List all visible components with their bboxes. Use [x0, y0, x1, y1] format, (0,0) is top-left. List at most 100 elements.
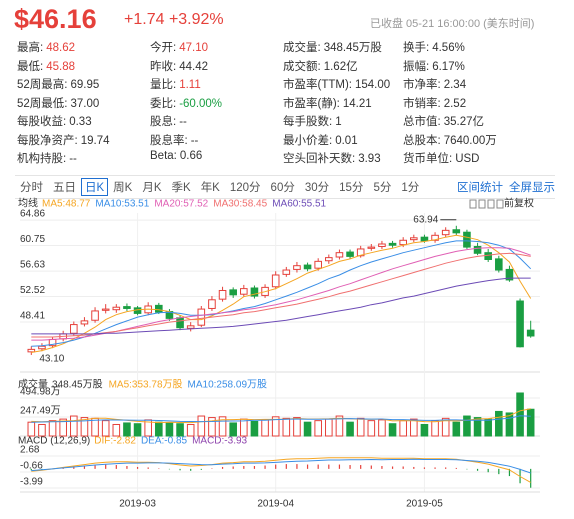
volume-bar: [101, 420, 110, 437]
candle-body: [112, 306, 121, 311]
stat-item: 每股收益: 0.33: [17, 113, 92, 129]
period-tab[interactable]: 30分: [304, 182, 330, 194]
candle-body: [356, 248, 365, 257]
stat-value: 1.62亿: [323, 60, 358, 73]
period-tab[interactable]: 15分: [339, 182, 364, 194]
stat-value: 4.56%: [432, 42, 465, 54]
ma-line: [31, 252, 531, 338]
stat-label: 股息:: [150, 116, 177, 128]
legend-total: 348.45万股: [52, 379, 103, 391]
period-tab[interactable]: 五日: [53, 182, 76, 194]
y-tick-label: 52.52: [20, 285, 45, 296]
period-tab[interactable]: 日K: [81, 178, 109, 196]
y-tick-label: 494.98万: [20, 387, 61, 398]
max-label: 63.94: [413, 214, 438, 225]
stat-value: USD: [455, 153, 480, 165]
candle-body: [473, 245, 482, 254]
candle-body: [176, 317, 184, 329]
stat-item: 空头回补天数: 3.93: [283, 150, 381, 166]
stat-value: 37.00: [70, 97, 100, 110]
volume-bar: [516, 392, 524, 437]
volume-bar: [420, 423, 429, 437]
candle-body: [240, 288, 248, 295]
candle-body: [197, 308, 206, 326]
period-tab[interactable]: 月K: [142, 182, 162, 194]
stat-value: --: [190, 134, 199, 147]
candle-body: [495, 258, 503, 271]
legend-entry: MA5:48.77: [42, 199, 91, 210]
candle-body: [229, 289, 237, 296]
stat-value: 1.11: [179, 79, 201, 91]
legend-title: 均线: [18, 197, 38, 210]
candle-body: [70, 324, 78, 334]
stat-label: 市销率:: [403, 97, 441, 110]
period-tab[interactable]: 分时: [20, 182, 43, 194]
stat-value: 0.33: [69, 116, 92, 128]
stat-value: 2.34: [443, 79, 467, 91]
stat-item: 52周最高: 69.95: [17, 76, 99, 92]
market-status: 已收盘 05-21 16:00:00 (美东时间): [370, 18, 535, 30]
candle-body: [38, 345, 46, 350]
stat-value: -60.00%: [179, 97, 223, 110]
stat-label: 最小价差:: [283, 134, 333, 147]
ma-line: [31, 240, 532, 347]
stat-label: 机构持股:: [17, 153, 67, 165]
volume-bar: [27, 421, 36, 437]
volume-bar: [123, 422, 131, 437]
tool-link[interactable]: 全屏显示: [509, 182, 555, 194]
volume-bar: [38, 423, 46, 437]
volume-bar: [133, 423, 142, 437]
volume-bar: [473, 417, 482, 437]
period-tab[interactable]: 120分: [229, 182, 261, 194]
stat-value: 44.42: [179, 60, 208, 73]
stat-label: 股息率:: [150, 134, 188, 147]
stat-item: 最低: 45.88: [17, 58, 75, 74]
period-tab[interactable]: 5分: [373, 182, 392, 194]
stat-label: 量比:: [150, 79, 177, 91]
stat-item: 每手股数: 1: [283, 113, 342, 129]
stat-item: 振幅: 6.17%: [403, 58, 465, 74]
legend-entry: MACD:-3.93: [192, 436, 247, 447]
volume-bar: [282, 417, 291, 437]
volume-bar: [271, 416, 280, 437]
period-tab[interactable]: 周K: [113, 182, 133, 194]
volume-bar: [80, 417, 89, 437]
period-tab[interactable]: 年K: [200, 182, 220, 194]
stat-item: 量比: 1.11: [150, 76, 201, 92]
stat-item: 市销率: 2.52: [403, 95, 466, 111]
stat-value: 45.88: [46, 60, 75, 73]
period-tabs: 分时 五日 日K 周K 月K 季K 年K 120分 60分 30分 15分 5分 1分 区间统计 全屏显示: [15, 175, 555, 199]
stat-item: 换手: 4.56%: [403, 39, 465, 55]
volume-bar: [410, 418, 418, 437]
volume-bar: [261, 419, 269, 437]
stat-label: 最高:: [17, 42, 44, 54]
y-tick-label: 56.63: [20, 260, 45, 271]
candle-body: [155, 304, 163, 313]
stat-value: 14.21: [342, 97, 372, 110]
kline-chart: 64.86 60.75 56.63 52.52 48.41 均线 MA5:48.77 MA10…: [18, 197, 540, 510]
legend-entry: DEA:-0.85: [141, 436, 188, 447]
candle-body: [388, 242, 397, 246]
volume-bar: [197, 415, 206, 437]
legend-title: 成交量: [18, 378, 48, 391]
tool-icon: [496, 199, 504, 209]
volume-bar: [346, 421, 354, 437]
y-tick-label: 64.86: [20, 209, 45, 220]
stat-label: 总市值:: [403, 116, 441, 128]
stat-label: 总股本:: [403, 134, 441, 147]
stat-item: 最小价差: 0.01: [283, 132, 358, 148]
tool-link[interactable]: 区间统计: [457, 182, 503, 194]
period-tab[interactable]: 1分: [401, 182, 420, 194]
period-tab[interactable]: 60分: [270, 182, 295, 194]
volume-bar: [59, 418, 67, 437]
stat-item: 成交额: 1.62亿: [283, 58, 358, 74]
stat-label: 最低:: [17, 60, 44, 73]
legend-entry: DIF:-2.82: [94, 436, 136, 447]
candle-body: [399, 239, 407, 246]
period-tab[interactable]: 季K: [171, 182, 191, 194]
stat-value: 1: [335, 116, 342, 128]
candle-body: [80, 320, 89, 325]
volume-bar: [356, 417, 365, 437]
volume-bar: [303, 421, 312, 437]
stat-label: 换手:: [403, 42, 430, 54]
